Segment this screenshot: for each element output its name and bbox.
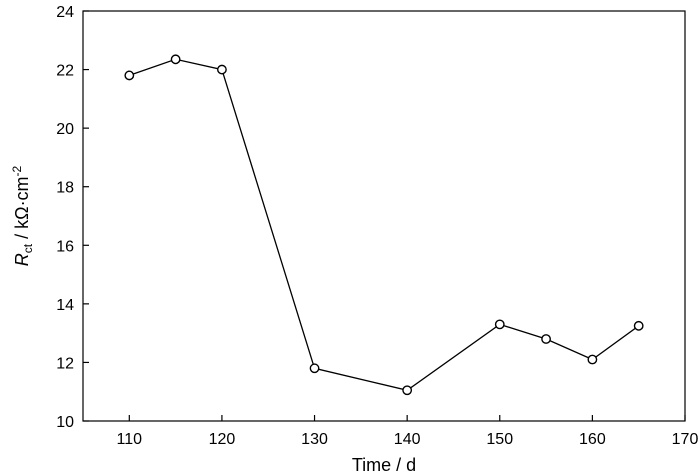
data-point-2 [217,64,227,75]
y-axis-title-subscript: ct [21,243,35,253]
data-point-8 [633,320,644,331]
x-axis-ticks [128,415,686,421]
x-axis-tick-labels: 110 120 130 140 150 160 170 [117,431,699,448]
y-axis-title-unit: / kΩ·cm [12,176,32,243]
y-tick-label-2: 14 [56,297,74,314]
x-tick-label-0: 110 [117,431,143,448]
x-tick-label-2: 130 [301,431,328,448]
series-line [129,58,640,392]
y-tick-label-6: 22 [56,63,74,80]
data-point-5 [494,319,505,330]
x-tick-label-1: 120 [209,431,236,448]
data-point-0 [124,70,135,81]
plot-frame [82,10,686,422]
y-axis-title-symbol: R [12,253,32,266]
y-tick-label-4: 18 [56,180,74,197]
y-axis-title-exponent: -2 [10,165,24,176]
series-markers [124,54,644,396]
x-tick-label-4: 150 [486,431,513,448]
y-axis-ticks [83,10,89,422]
x-tick-label-6: 170 [672,431,699,448]
y-axis-title: Rct / kΩ·cm-2 [10,165,35,266]
data-point-1 [170,54,181,65]
data-point-3 [309,363,320,374]
y-tick-label-1: 12 [56,355,74,372]
y-axis-tick-labels: 10 12 14 16 18 20 22 24 [56,4,74,431]
x-axis-title: Time / d [352,455,416,475]
data-point-4 [402,385,413,396]
x-tick-label-5: 160 [579,431,606,448]
x-tick-label-3: 140 [394,431,421,448]
y-tick-label-5: 20 [56,121,74,138]
data-point-7 [587,354,598,365]
y-tick-label-0: 10 [56,414,74,431]
y-tick-label-3: 16 [56,238,74,255]
data-point-6 [541,334,551,344]
y-tick-label-7: 24 [56,4,74,21]
